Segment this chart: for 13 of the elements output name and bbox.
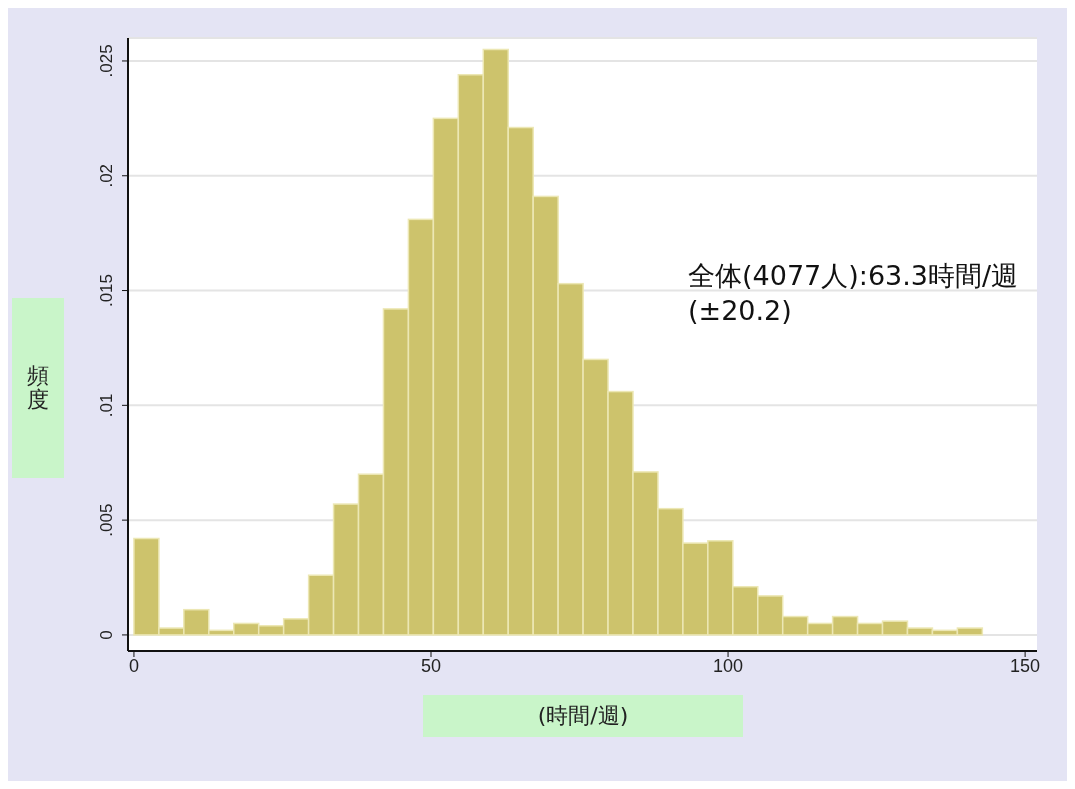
x-tick-label: 50 bbox=[420, 655, 442, 676]
y-axis-title: 頻度 bbox=[26, 362, 50, 413]
x-tick-label: 100 bbox=[713, 655, 744, 676]
x-tick-label: 0 bbox=[128, 655, 139, 676]
x-tick-label: 150 bbox=[1010, 655, 1041, 676]
y-tick-label: 0 bbox=[97, 630, 116, 640]
y-tick-label: .02 bbox=[97, 163, 116, 188]
y-tick-label: .005 bbox=[97, 503, 116, 537]
annotation: 全体(4077人):63.3時間/週(±20.2) bbox=[688, 259, 1020, 329]
y-tick-label: .015 bbox=[97, 274, 116, 308]
y-tick-label: .025 bbox=[97, 44, 116, 78]
y-tick-label: .01 bbox=[97, 393, 116, 418]
x-axis-title: (時間/週) bbox=[537, 702, 629, 730]
